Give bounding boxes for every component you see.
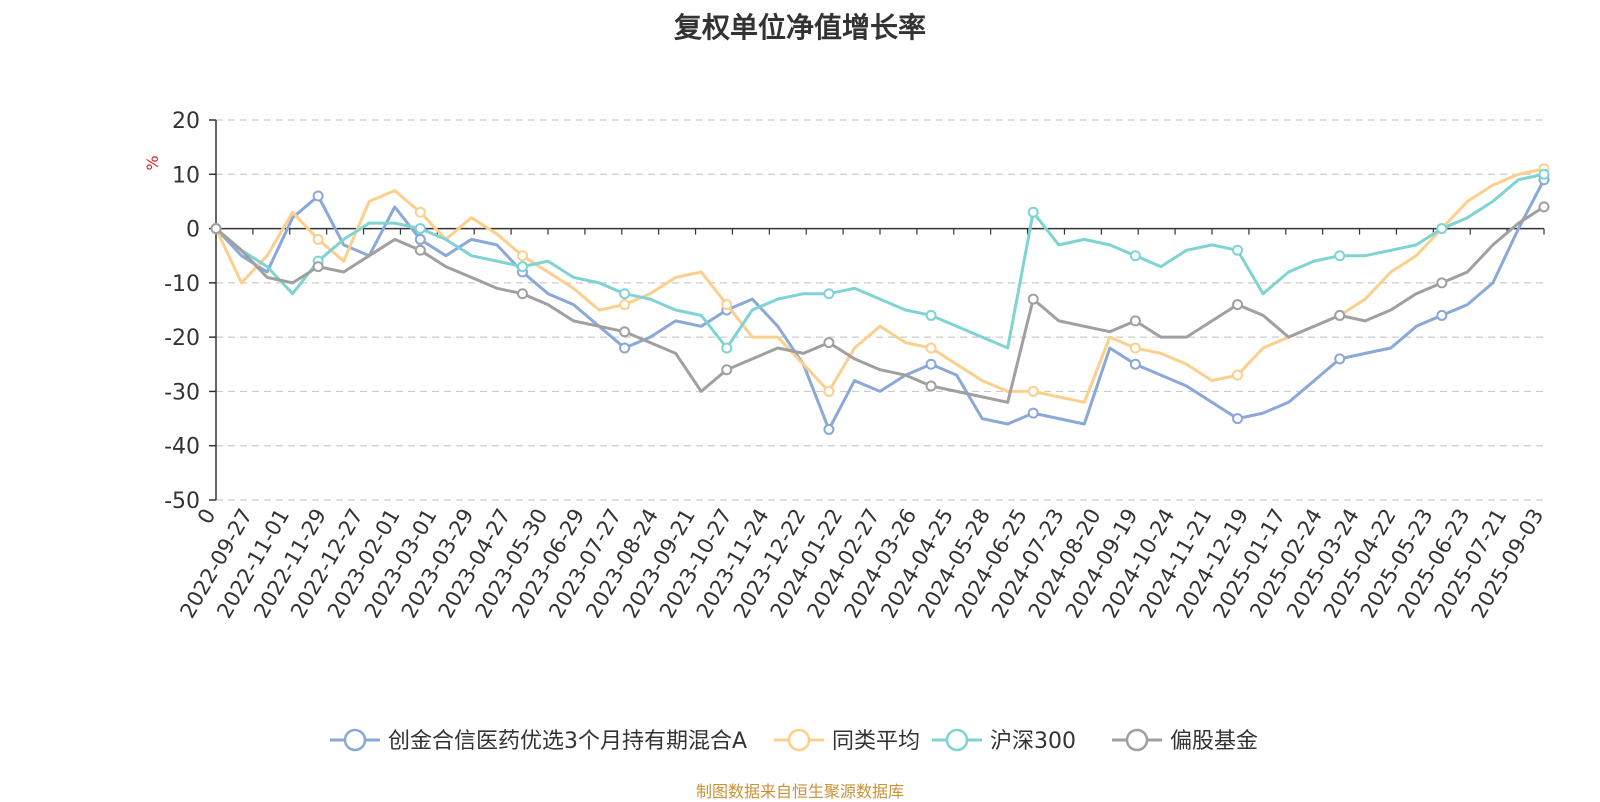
series-2-point bbox=[823, 385, 835, 397]
series-3-point bbox=[925, 309, 937, 321]
series-4-point bbox=[1027, 293, 1039, 305]
series-line-1 bbox=[214, 179, 1546, 431]
y-tick-label: -40 bbox=[164, 435, 200, 460]
series-4-point bbox=[210, 223, 222, 235]
series-2-point bbox=[721, 299, 733, 311]
legend-swatch-marker bbox=[343, 728, 367, 752]
series-1-point bbox=[414, 233, 426, 245]
series-3-point bbox=[721, 342, 733, 354]
series-3-point bbox=[619, 288, 631, 300]
series-2-point bbox=[312, 233, 324, 245]
series-3-point bbox=[516, 261, 528, 273]
series-2-point bbox=[925, 342, 937, 354]
legend: 创金合信医药优选3个月持有期混合A 同类平均 沪深300 偏股基金 bbox=[330, 728, 1258, 754]
series-3-point bbox=[823, 288, 835, 300]
y-tick-label: -10 bbox=[164, 272, 200, 297]
series-1-point bbox=[1129, 358, 1141, 370]
x-tick-label: 0 bbox=[193, 505, 220, 529]
y-axis-ticks: 20 10 0 -10 -20 -30 -40 -50 bbox=[164, 109, 216, 514]
series-1-point bbox=[1436, 309, 1448, 321]
series-lines bbox=[210, 163, 1550, 435]
y-tick-label: -50 bbox=[164, 489, 200, 514]
series-2-point bbox=[414, 206, 426, 218]
series-4-point bbox=[721, 364, 733, 376]
legend-item-3: 沪深300 bbox=[932, 728, 1076, 754]
series-4-point bbox=[1232, 299, 1244, 311]
series-4-point bbox=[925, 380, 937, 392]
series-3-point bbox=[1538, 168, 1550, 180]
series-line-3 bbox=[215, 172, 1545, 350]
series-2-point bbox=[516, 250, 528, 262]
series-1-point bbox=[1334, 353, 1346, 365]
series-3-point bbox=[1334, 250, 1346, 262]
series-4-point bbox=[1334, 309, 1346, 321]
legend-label: 创金合信医药优选3个月持有期混合A bbox=[388, 729, 747, 754]
series-4-point bbox=[312, 261, 324, 273]
y-tick-label: 10 bbox=[172, 163, 200, 188]
legend-item-2: 同类平均 bbox=[774, 728, 920, 754]
legend-item-1: 创金合信医药优选3个月持有期混合A bbox=[330, 728, 747, 754]
y-tick-label: -20 bbox=[164, 326, 200, 351]
grid-lines bbox=[216, 119, 1544, 501]
y-tick-label: 20 bbox=[172, 109, 200, 134]
series-4-point bbox=[1436, 277, 1448, 289]
series-3-point bbox=[1232, 244, 1244, 256]
y-axis-unit: % bbox=[143, 155, 162, 170]
series-2-point bbox=[1232, 369, 1244, 381]
chart-title: 复权单位净值增长率 bbox=[673, 11, 926, 44]
legend-label: 沪深300 bbox=[990, 729, 1076, 754]
series-1-point bbox=[1027, 407, 1039, 419]
legend-label: 同类平均 bbox=[832, 729, 920, 754]
series-2-point bbox=[619, 299, 631, 311]
legend-label: 偏股基金 bbox=[1170, 729, 1258, 754]
axes bbox=[215, 120, 1544, 500]
series-line-2 bbox=[214, 167, 1545, 404]
series-2-point bbox=[1027, 385, 1039, 397]
x-axis-ticks: 02022-09-272022-11-012022-11-292022-12-2… bbox=[175, 228, 1548, 622]
series-3-point bbox=[414, 223, 426, 235]
line-chart: 20 10 0 -10 -20 -30 -40 -50 02022-09-272022-11-… bbox=[143, 109, 1550, 754]
series-line-4 bbox=[215, 205, 1545, 404]
series-4-point bbox=[1129, 315, 1141, 327]
series-4-point bbox=[1538, 201, 1550, 213]
series-3-point bbox=[1129, 250, 1141, 262]
series-2-point bbox=[1129, 342, 1141, 354]
legend-swatch-marker bbox=[787, 728, 811, 752]
legend-swatch-marker bbox=[1125, 728, 1149, 752]
series-4-point bbox=[516, 288, 528, 300]
series-1-point bbox=[1232, 413, 1244, 425]
legend-item-4: 偏股基金 bbox=[1112, 728, 1258, 754]
data-source-note: 制图数据来自恒生聚源数据库 bbox=[695, 782, 904, 801]
series-3-point bbox=[1436, 223, 1448, 235]
series-4-point bbox=[823, 337, 835, 349]
series-3-point bbox=[1027, 206, 1039, 218]
legend-swatch-marker bbox=[945, 728, 969, 752]
y-tick-label: 0 bbox=[186, 218, 200, 243]
series-4-point bbox=[619, 326, 631, 338]
series-1-point bbox=[823, 423, 835, 435]
series-4-point bbox=[414, 244, 426, 256]
y-tick-label: -30 bbox=[164, 380, 200, 405]
series-1-point bbox=[312, 190, 324, 202]
series-1-point bbox=[619, 342, 631, 354]
series-1-point bbox=[925, 358, 937, 370]
